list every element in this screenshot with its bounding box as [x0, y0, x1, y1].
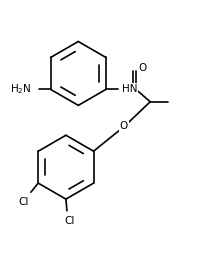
Text: O: O — [120, 121, 128, 132]
Text: O: O — [138, 64, 147, 73]
Text: Cl: Cl — [65, 216, 75, 226]
Text: $\mathregular{H_2N}$: $\mathregular{H_2N}$ — [10, 83, 32, 96]
Text: Cl: Cl — [19, 198, 29, 208]
Text: HN: HN — [122, 84, 137, 94]
